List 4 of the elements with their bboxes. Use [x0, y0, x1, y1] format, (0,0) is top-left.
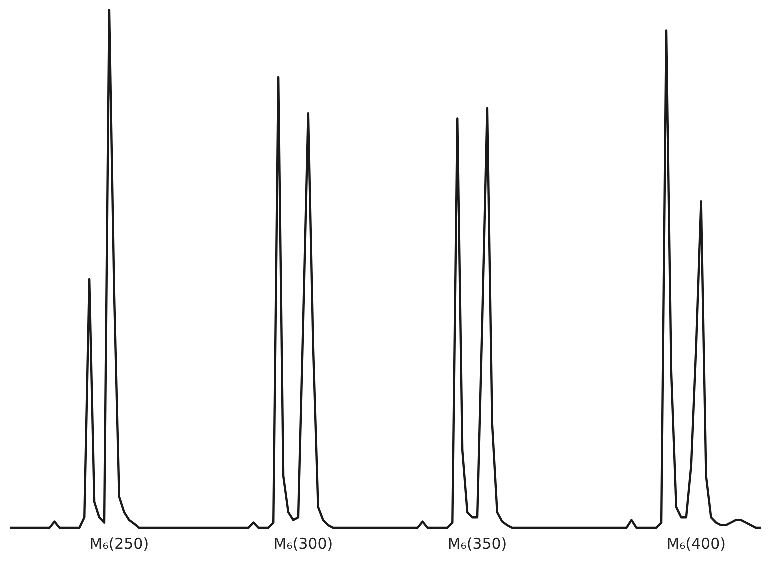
x-tick-label: M₆(300) — [274, 534, 334, 553]
x-tick-label: M₆(250) — [90, 534, 150, 553]
x-tick-label: M₆(350) — [448, 534, 508, 553]
x-tick-label: M₆(400) — [666, 534, 726, 553]
